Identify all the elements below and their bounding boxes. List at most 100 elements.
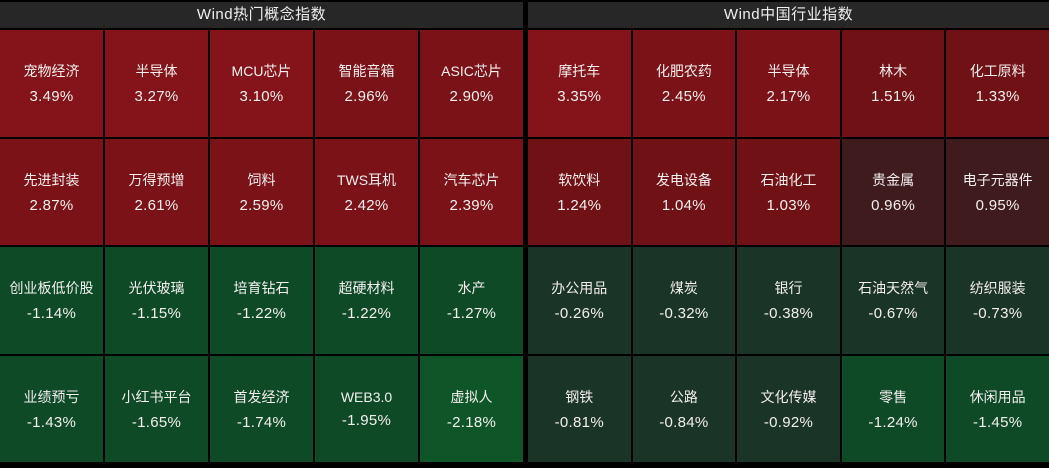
heatmap-cell[interactable]: 光伏玻璃 -1.15% bbox=[105, 247, 208, 354]
panel-china-industry-indices: Wind中国行业指数 摩托车 3.35% 化肥农药 2.45% 半导体 2.17% 林木 1.… bbox=[528, 0, 1049, 468]
index-change-percent: -1.22% bbox=[236, 305, 287, 323]
heatmap-cell[interactable]: 电子元器件 0.95% bbox=[946, 138, 1049, 245]
heatmap-cell[interactable]: 煤炭 -0.32% bbox=[632, 247, 736, 354]
heatmap-cell[interactable]: 半导体 2.17% bbox=[737, 30, 840, 137]
index-name: ASIC芯片 bbox=[441, 63, 502, 80]
index-name: 首发经济 bbox=[233, 388, 290, 405]
index-name: 发电设备 bbox=[655, 171, 712, 188]
index-change-percent: 0.96% bbox=[871, 196, 916, 214]
index-change-percent: -1.22% bbox=[341, 305, 392, 323]
index-change-percent: -0.67% bbox=[868, 305, 918, 323]
index-change-percent: -1.24% bbox=[868, 413, 918, 431]
heatmap-cell[interactable]: 培育钻石 -1.22% bbox=[210, 247, 313, 354]
heatmap-cell[interactable]: 银行 -0.38% bbox=[737, 247, 840, 354]
index-name: 先进封装 bbox=[23, 171, 80, 188]
heatmap-cell[interactable]: 办公用品 -0.26% bbox=[528, 247, 631, 354]
index-change-percent: -0.81% bbox=[554, 413, 604, 431]
heatmap-cell[interactable]: 零售 -1.24% bbox=[841, 355, 945, 462]
index-name: 半导体 bbox=[767, 63, 810, 80]
heatmap-cell[interactable]: 水产 -1.27% bbox=[420, 247, 523, 354]
heatmap-cell[interactable]: 摩托车 3.35% bbox=[528, 30, 631, 137]
heatmap-cell[interactable]: ASIC芯片 2.90% bbox=[420, 30, 523, 137]
index-name: 零售 bbox=[879, 388, 908, 405]
heatmap-cell[interactable]: 发电设备 1.04% bbox=[632, 138, 736, 245]
index-change-percent: 2.45% bbox=[661, 88, 706, 106]
heatmap-cell[interactable]: 宠物经济 3.49% bbox=[0, 30, 103, 137]
index-name: 纺织服装 bbox=[969, 280, 1026, 297]
heatmap-cell[interactable]: 创业板低价股 -1.14% bbox=[0, 247, 103, 354]
heatmap-cell[interactable]: 智能音箱 2.96% bbox=[315, 30, 418, 137]
heatmap-cell[interactable]: 小红书平台 -1.65% bbox=[105, 355, 208, 462]
heatmap-cell[interactable]: 超硬材料 -1.22% bbox=[315, 247, 418, 354]
index-name: 钢铁 bbox=[565, 388, 594, 405]
index-change-percent: 3.27% bbox=[134, 88, 179, 106]
heatmap-cell[interactable]: 休闲用品 -1.45% bbox=[946, 355, 1049, 462]
index-name: 半导体 bbox=[135, 63, 178, 80]
index-change-percent: -1.15% bbox=[131, 305, 182, 323]
index-name: 软饮料 bbox=[558, 171, 601, 188]
index-name: 业绩预亏 bbox=[23, 388, 80, 405]
panel-title-hot-concept-indices: Wind热门概念指数 bbox=[0, 2, 523, 28]
index-change-percent: -0.26% bbox=[554, 305, 604, 323]
panel-title-china-industry-indices: Wind中国行业指数 bbox=[528, 2, 1049, 28]
index-name: 贵金属 bbox=[872, 171, 915, 188]
panel-divider bbox=[523, 0, 528, 468]
index-change-percent: 2.39% bbox=[449, 196, 494, 214]
heatmap-cell[interactable]: 纺织服装 -0.73% bbox=[946, 247, 1049, 354]
index-name: WEB3.0 bbox=[340, 388, 393, 405]
heatmap-cell[interactable]: 化肥农药 2.45% bbox=[632, 30, 736, 137]
index-name: 银行 bbox=[774, 280, 803, 297]
heatmap-cell[interactable]: 首发经济 -1.74% bbox=[210, 355, 313, 462]
heatmap-cell[interactable]: 汽车芯片 2.39% bbox=[420, 138, 523, 245]
index-change-percent: 3.49% bbox=[29, 88, 74, 106]
heatmap-cell[interactable]: WEB3.0 -1.95% bbox=[315, 355, 418, 462]
index-change-percent: 2.90% bbox=[449, 88, 494, 106]
index-change-percent: -0.38% bbox=[763, 305, 814, 323]
index-change-percent: -1.95% bbox=[341, 411, 392, 429]
index-change-percent: -0.73% bbox=[973, 305, 1023, 323]
heatmap-cell[interactable]: MCU芯片 3.10% bbox=[210, 30, 313, 137]
index-change-percent: 2.61% bbox=[134, 196, 179, 214]
heatmap-cell[interactable]: 万得预增 2.61% bbox=[105, 138, 208, 245]
heatmap-cell[interactable]: 先进封装 2.87% bbox=[0, 138, 103, 245]
index-name: 宠物经济 bbox=[23, 63, 80, 80]
heatmap-cell[interactable]: 软饮料 1.24% bbox=[528, 138, 631, 245]
panel-hot-concept-indices: Wind热门概念指数 宠物经济 3.49% 半导体 3.27% MCU芯片 3.10% 智能… bbox=[0, 0, 523, 468]
index-change-percent: -0.32% bbox=[659, 305, 709, 323]
index-name: 石油化工 bbox=[760, 171, 817, 188]
index-name: 石油天然气 bbox=[858, 280, 929, 297]
index-name: 水产 bbox=[457, 280, 486, 297]
index-change-percent: 2.42% bbox=[344, 196, 389, 214]
index-name: 超硬材料 bbox=[338, 280, 395, 297]
index-change-percent: 3.10% bbox=[239, 88, 284, 106]
index-change-percent: 2.59% bbox=[239, 196, 284, 214]
index-name: 公路 bbox=[669, 388, 698, 405]
heatmap-cell[interactable]: 化工原料 1.33% bbox=[946, 30, 1049, 137]
heatmap-cell[interactable]: 钢铁 -0.81% bbox=[528, 355, 631, 462]
heatmap-cell[interactable]: 林木 1.51% bbox=[841, 30, 945, 137]
index-name: 林木 bbox=[879, 63, 908, 80]
heatmap-cell[interactable]: TWS耳机 2.42% bbox=[315, 138, 418, 245]
heatmap-cell[interactable]: 文化传媒 -0.92% bbox=[737, 355, 840, 462]
heatmap-cell[interactable]: 饲料 2.59% bbox=[210, 138, 313, 245]
index-change-percent: 0.95% bbox=[975, 196, 1020, 214]
index-change-percent: 1.51% bbox=[871, 88, 916, 106]
index-name: 小红书平台 bbox=[121, 388, 192, 405]
heatmap-cell[interactable]: 业绩预亏 -1.43% bbox=[0, 355, 103, 462]
index-change-percent: -1.27% bbox=[446, 305, 497, 323]
heatmap-cell[interactable]: 石油天然气 -0.67% bbox=[841, 247, 945, 354]
heatmap-grid-concept: 宠物经济 3.49% 半导体 3.27% MCU芯片 3.10% 智能音箱 2.96% ASIC… bbox=[0, 28, 523, 468]
index-name: 休闲用品 bbox=[969, 388, 1026, 405]
index-change-percent: 1.24% bbox=[557, 196, 602, 214]
index-change-percent: 1.03% bbox=[766, 196, 811, 214]
heatmap-cell[interactable]: 虚拟人 -2.18% bbox=[420, 355, 523, 462]
heatmap-cell[interactable]: 贵金属 0.96% bbox=[841, 138, 945, 245]
index-change-percent: 1.04% bbox=[661, 196, 706, 214]
heatmap-cell[interactable]: 半导体 3.27% bbox=[105, 30, 208, 137]
index-name: 煤炭 bbox=[669, 280, 698, 297]
index-name: 办公用品 bbox=[551, 280, 608, 297]
heatmap-cell[interactable]: 公路 -0.84% bbox=[632, 355, 736, 462]
index-name: 创业板低价股 bbox=[9, 280, 94, 297]
heatmap-cell[interactable]: 石油化工 1.03% bbox=[737, 138, 840, 245]
